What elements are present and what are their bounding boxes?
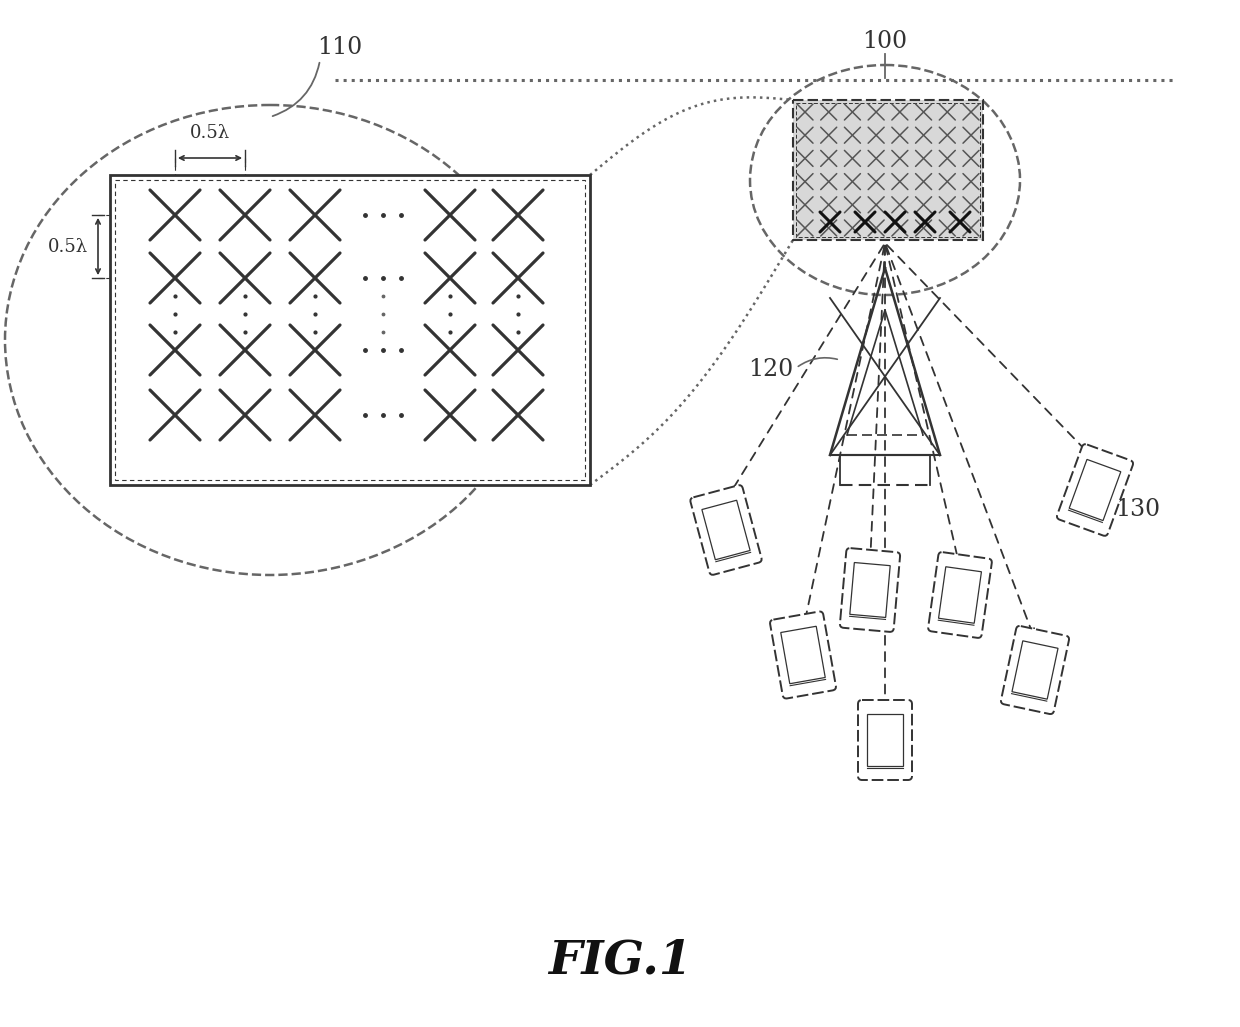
FancyBboxPatch shape <box>867 714 903 766</box>
FancyBboxPatch shape <box>702 500 750 560</box>
Text: FIG.1: FIG.1 <box>548 937 692 983</box>
Text: 0.5λ: 0.5λ <box>190 124 231 142</box>
Bar <box>115 180 585 480</box>
FancyBboxPatch shape <box>691 485 761 575</box>
Bar <box>796 103 980 237</box>
FancyBboxPatch shape <box>1012 641 1058 699</box>
Text: 130: 130 <box>1115 498 1161 522</box>
FancyBboxPatch shape <box>929 553 992 638</box>
FancyBboxPatch shape <box>939 567 981 623</box>
Text: 120: 120 <box>748 358 794 381</box>
FancyBboxPatch shape <box>1069 459 1121 521</box>
FancyBboxPatch shape <box>839 548 900 632</box>
FancyBboxPatch shape <box>781 626 826 684</box>
Text: 0.5λ: 0.5λ <box>48 237 88 256</box>
FancyBboxPatch shape <box>849 563 890 617</box>
Bar <box>794 100 983 240</box>
Text: 110: 110 <box>317 37 362 60</box>
Bar <box>110 175 590 485</box>
FancyBboxPatch shape <box>858 700 911 779</box>
FancyBboxPatch shape <box>1001 625 1069 714</box>
FancyBboxPatch shape <box>1056 445 1133 536</box>
FancyBboxPatch shape <box>770 611 836 698</box>
Text: 100: 100 <box>863 31 908 53</box>
